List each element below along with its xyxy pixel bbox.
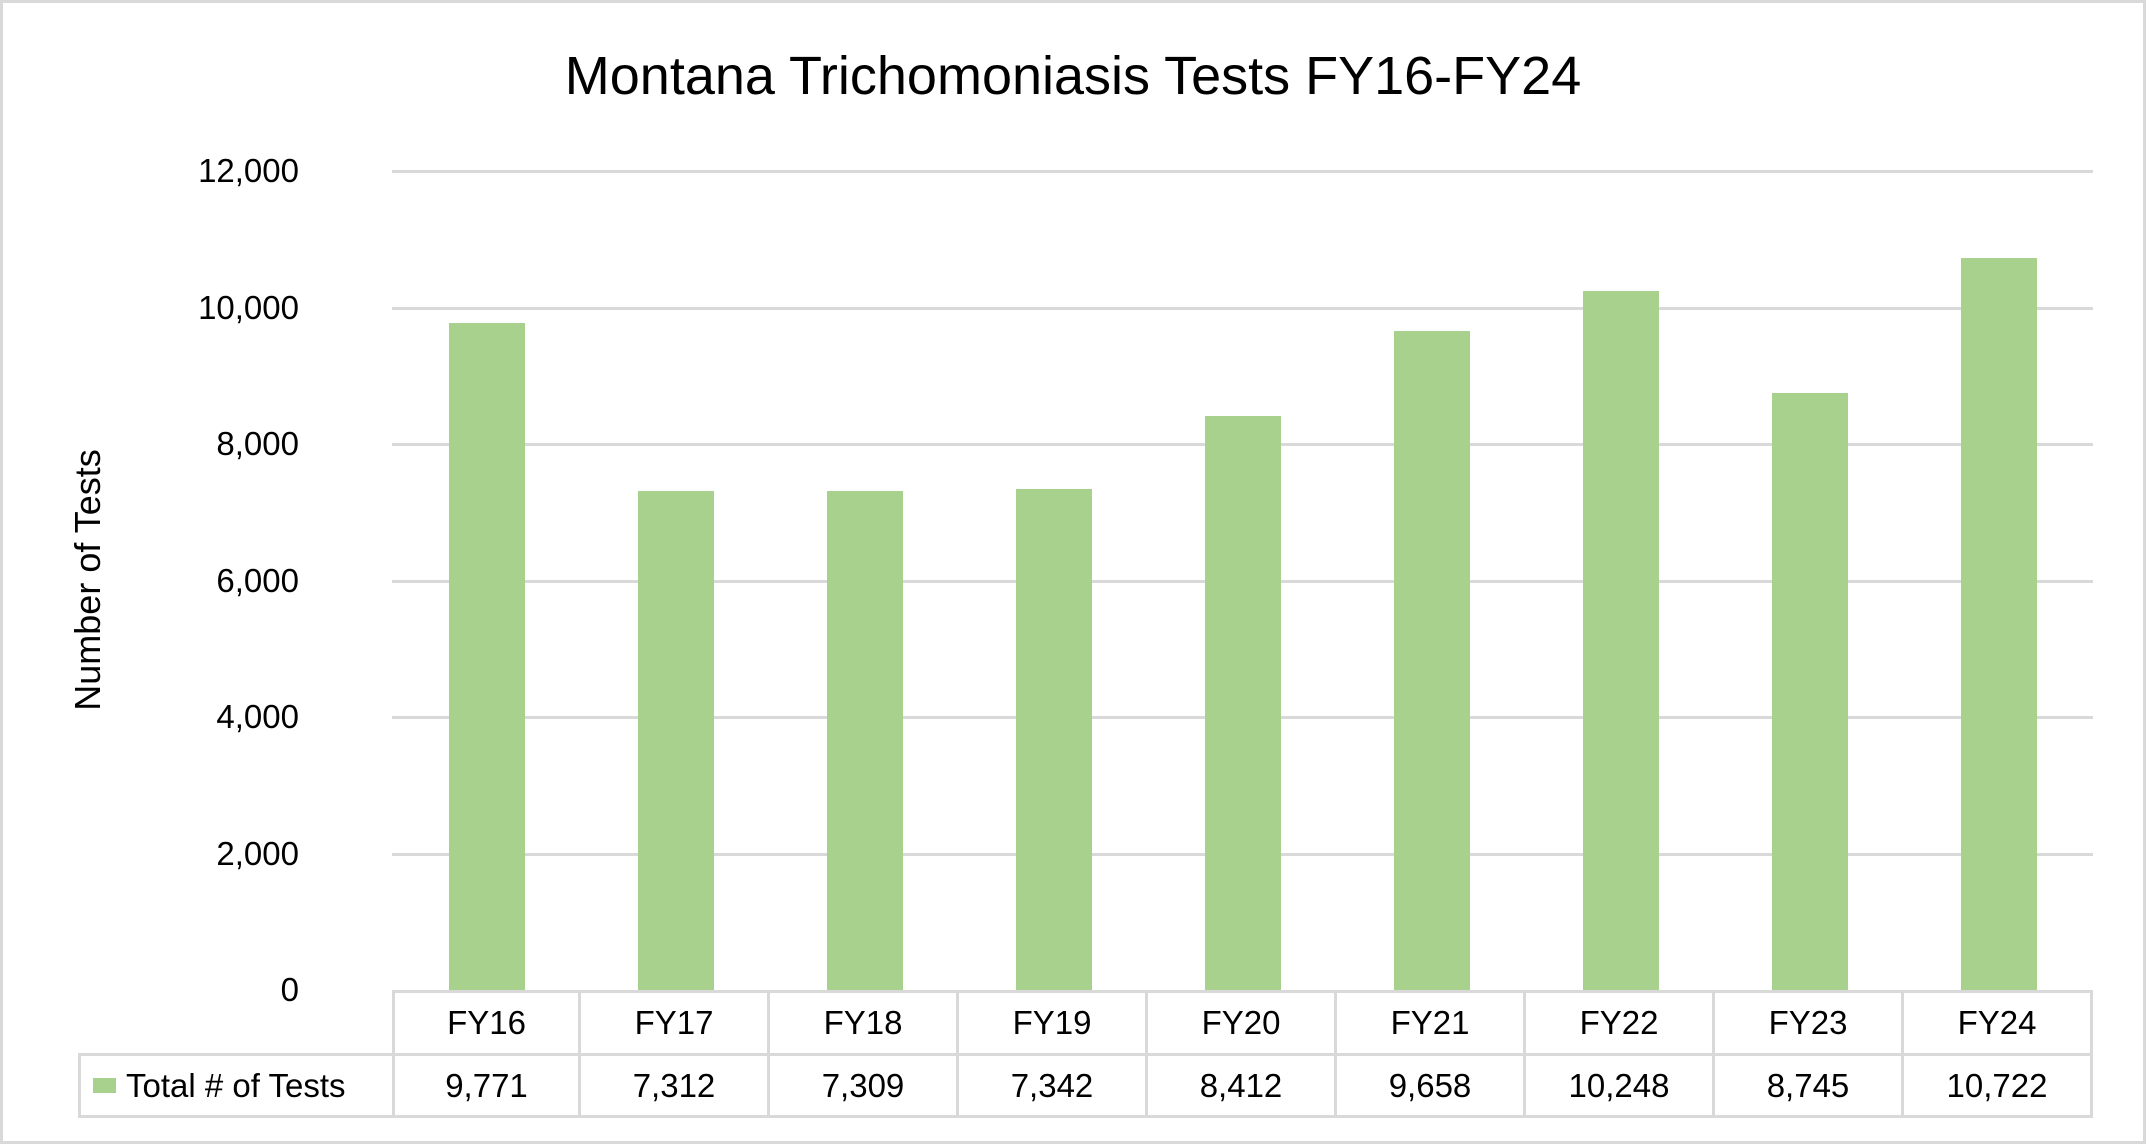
category-label: FY22 [1523, 990, 1715, 1056]
bar-fy20 [1204, 415, 1281, 990]
category-label: FY24 [1901, 990, 2093, 1056]
value-cell: 8,412 [1145, 1053, 1337, 1118]
legend-cell: Total # of Tests [78, 1053, 395, 1118]
bar-fy18 [826, 491, 903, 990]
value-cell: 9,658 [1334, 1053, 1526, 1118]
value-cell: 9,771 [392, 1053, 581, 1118]
y-tick-label: 4,000 [216, 698, 299, 735]
y-tick-label: 10,000 [198, 288, 299, 326]
chart-title: Montana Trichomoniasis Tests FY16-FY24 [564, 46, 1582, 106]
category-label: FY20 [1145, 990, 1337, 1056]
value-cell: 10,248 [1523, 1053, 1715, 1118]
gridline [392, 306, 2093, 310]
gridline [392, 170, 2093, 173]
y-tick-label: 6,000 [216, 561, 299, 599]
category-label: FY21 [1334, 990, 1526, 1056]
bar-fy16 [448, 323, 525, 990]
bar-fy24 [1960, 258, 2037, 990]
value-cell: 7,312 [578, 1053, 770, 1118]
value-cell: 8,745 [1712, 1053, 1904, 1118]
legend-label: Total # of Tests [126, 1066, 346, 1104]
bar-fy21 [1393, 330, 1470, 990]
value-cell: 7,342 [956, 1053, 1148, 1118]
category-label: FY19 [956, 990, 1148, 1056]
bar-fy23 [1771, 393, 1848, 990]
bar-fy17 [637, 490, 714, 990]
category-label: FY18 [767, 990, 959, 1056]
legend-key-icon [93, 1078, 116, 1093]
y-tick-label: 8,000 [216, 425, 299, 462]
value-cell: 7,309 [767, 1053, 959, 1118]
bar-fy22 [1582, 290, 1659, 990]
category-label: FY23 [1712, 990, 1904, 1056]
y-tick-label: 0 [280, 971, 299, 1008]
plot-area: 0 2,000 4,000 6,000 8,000 10,000 12,000 [198, 152, 2093, 1008]
bar-fy19 [1015, 488, 1092, 990]
y-tick-label: 2,000 [216, 834, 299, 872]
y-tick-label: 12,000 [198, 152, 299, 189]
value-cell: 10,722 [1901, 1053, 2093, 1118]
category-label: FY16 [392, 990, 581, 1056]
category-label: FY17 [578, 990, 770, 1056]
